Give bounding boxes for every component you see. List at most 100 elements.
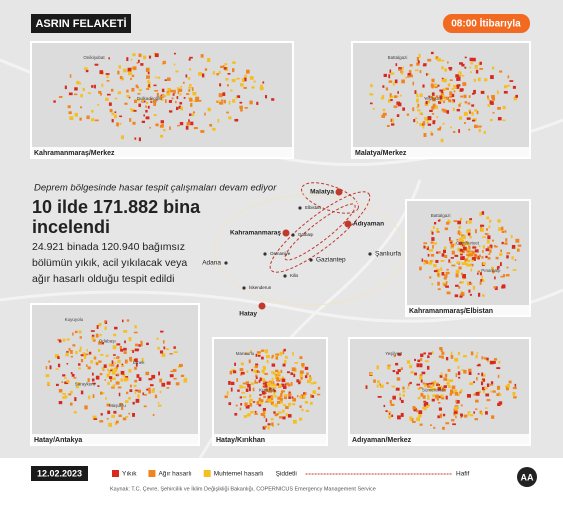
damage-dot [234,118,239,122]
damage-dot [172,93,175,96]
damage-dot [454,242,456,246]
damage-dot [473,411,476,414]
damage-dot [117,373,120,376]
damage-dot [109,376,113,380]
damage-dot [182,81,185,84]
damage-dot [275,356,279,360]
damage-dot [279,351,283,356]
damage-dot [84,405,88,410]
damage-dot [426,73,430,75]
damage-dot [114,367,118,371]
damage-dot [91,378,95,382]
damage-dot [513,96,517,101]
damage-dot [482,245,485,249]
damage-dot [78,82,81,85]
damage-dot [487,104,491,107]
damage-dot [441,355,444,359]
damage-dot [415,69,419,72]
damage-dot [419,112,424,115]
damage-dot [272,388,275,392]
damage-dot [64,377,67,379]
city-label: Kilis [290,273,299,278]
damage-dot [431,113,435,115]
damage-dot [459,250,463,254]
damage-dot [163,129,166,132]
damage-dot [455,85,460,89]
damage-dot [241,391,246,394]
damage-dot [444,227,449,231]
inset-label-bg [213,434,327,445]
damage-dot [472,119,476,122]
damage-dot [68,393,72,396]
damage-dot [70,390,73,394]
damage-dot [145,109,148,113]
damage-dot [101,367,105,370]
damage-dot [134,358,138,363]
damage-dot [501,241,504,245]
damage-dot [497,219,501,223]
damage-dot [461,63,465,67]
damage-dot [316,393,321,396]
damage-dot [491,239,495,242]
damage-dot [461,241,466,244]
damage-dot [99,323,102,325]
damage-dot [176,87,180,91]
damage-dot [427,355,430,359]
damage-dot [120,135,125,140]
damage-dot [459,391,462,394]
damage-dot [158,371,161,376]
damage-dot [407,75,410,78]
damage-dot [134,366,137,370]
date-box [31,466,88,481]
damage-dot [173,52,176,55]
damage-dot [443,277,447,280]
damage-dot [310,394,313,398]
damage-dot [517,244,522,247]
damage-dot [468,368,472,372]
intensity-ring [269,191,371,273]
damage-dot [468,289,471,293]
damage-dot [286,371,290,374]
damage-dot [470,268,473,272]
damage-dot [484,387,489,390]
damage-dot [145,105,147,108]
damage-dot [407,387,409,389]
damage-dot [475,399,479,403]
damage-dot [113,357,116,360]
damage-dot [459,217,463,221]
damage-dot [241,78,245,82]
damage-dot [132,350,135,353]
inset-map: Battalgazi Yeşilyurt Malatya/Merkez [351,41,531,159]
damage-dot [458,116,463,120]
damage-dot [437,128,441,131]
damage-dot [262,382,266,385]
damage-dot [256,351,261,354]
damage-dot [273,390,276,392]
damage-dot [515,94,519,98]
damage-dot [438,407,442,411]
damage-dot [264,381,268,386]
damage-dot [303,392,307,396]
damage-dot [189,121,194,126]
damage-dot [391,118,395,123]
damage-dot [288,396,291,399]
damage-dot [282,363,286,367]
title-line: 10 ilde 171.882 bina [32,197,201,217]
damage-dot [435,95,439,99]
damage-dot [457,76,460,79]
damage-dot [288,402,291,407]
damage-dot [153,84,157,87]
damage-dot [115,420,119,424]
city-label: Adıyaman [353,221,384,228]
damage-dot [430,131,433,135]
damage-dot [492,360,496,364]
damage-dot [207,58,211,63]
damage-dot [262,384,266,387]
damage-dot [475,354,478,359]
damage-dot [382,85,385,88]
damage-dot [478,128,481,133]
damage-dot [388,74,391,79]
damage-dot [458,376,461,379]
damage-dot [92,415,97,420]
damage-dot [129,384,132,388]
